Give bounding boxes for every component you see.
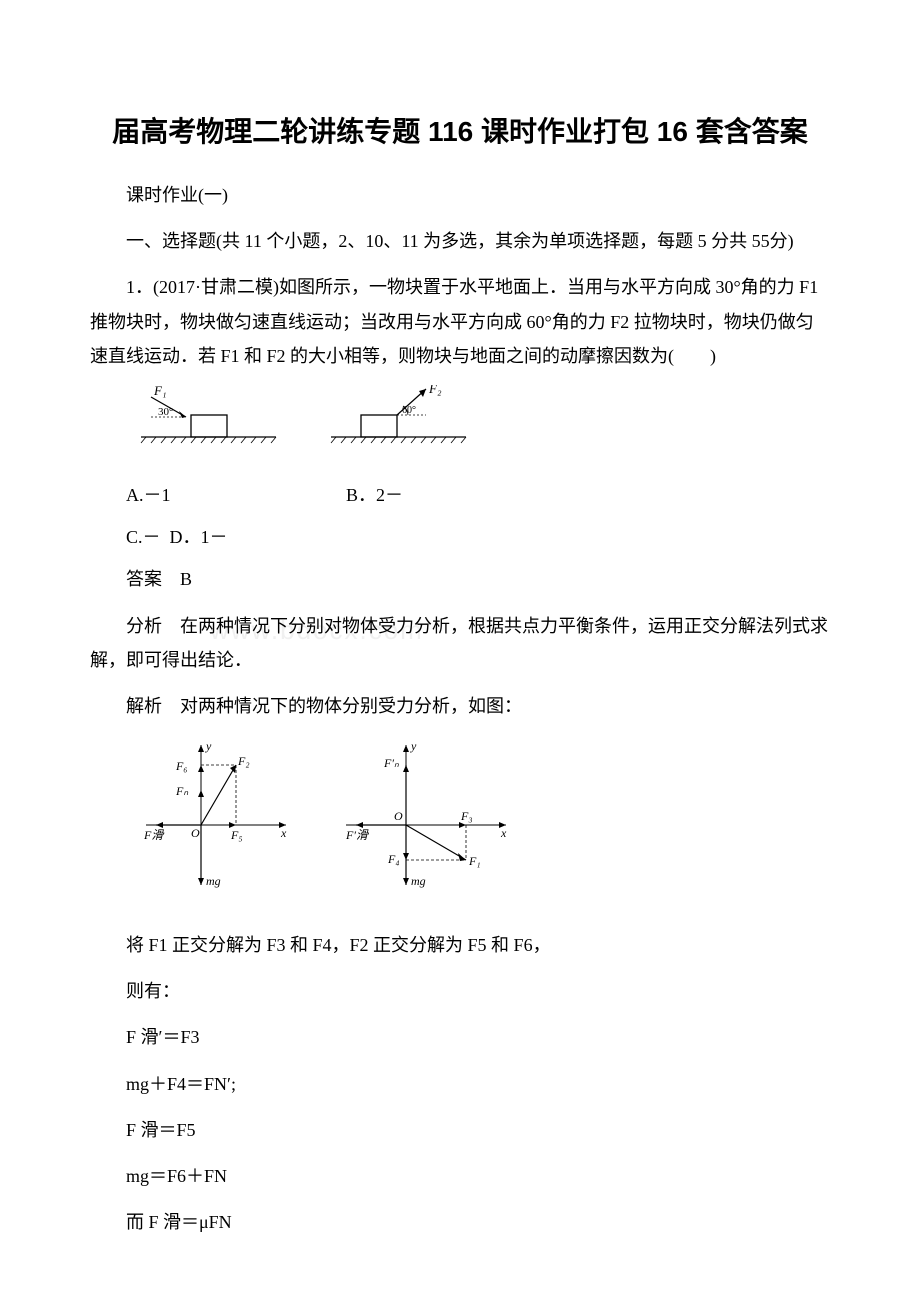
document-title: 届高考物理二轮讲练专题 116 课时作业打包 16 套含答案 [90,110,830,150]
axis-y-label-2: y [410,739,417,753]
solution-line-4: mg＋F4＝FN′; [90,1067,830,1101]
ff-label: F滑 [143,828,165,842]
solution-line-6: mg＝F6＋FN [90,1159,830,1193]
solution-line-1: 将 F1 正交分解为 F3 和 F4，F2 正交分解为 F5 和 F6， [90,928,830,962]
f5-label: F₅ [230,828,243,842]
f6-label: F₆ [175,759,188,773]
f3-label: F₃ [460,809,473,823]
solution-line-3: F 滑′＝F3 [90,1020,830,1054]
option-a: A.－1 [126,478,346,512]
f1-angle: 30° [158,406,173,418]
f1-vec-label: F₁ [468,854,481,868]
ffp-label: F′滑 [345,828,370,842]
option-c: C.－ [126,520,161,554]
figure-2: y x O F₂ F₆ Fₙ F₅ [136,735,830,910]
f2-label: F₂ [428,385,442,396]
mg-label: mg [206,874,221,888]
f4-label: F₄ [387,852,400,866]
section-heading: 一、选择题(共 11 个小题，2、10、11 为多选，其余为单项选择题，每题 5… [90,224,830,258]
f1-label: F₁ [153,385,166,398]
figure-1-pull: F₂ 60° [326,385,476,460]
option-d: D．1－ [170,520,228,554]
axis-y-label: y [205,739,212,753]
figure-1: F₁ 30° F₂ [136,385,830,460]
answer: 答案 B [90,562,830,596]
origin-label-2: O [394,809,403,823]
f2-vec-label: F₂ [237,754,250,768]
analysis: 分析 在两种情况下分别对物体受力分析，根据共点力平衡条件，运用正交分解法列式求解… [90,609,830,677]
fnp-label: F′ₙ [383,756,399,770]
f2-angle: 60° [402,405,416,416]
axis-x-label: x [280,826,287,840]
axis-x-label-2: x [500,826,507,840]
origin-label: O [191,826,200,840]
subtitle: 课时作业(一) [90,178,830,212]
option-b: B．2－ [346,478,403,512]
question-1-stem: 1．(2017·甘肃二模)如图所示，一物块置于水平地面上．当用与水平方向成 30… [90,270,830,373]
solution-line-7: 而 F 滑＝μFN [90,1205,830,1239]
solution-line-2: 则有： [90,974,830,1008]
fn-label: Fₙ [175,784,188,798]
solution-heading: 解析 对两种情况下的物体分别受力分析，如图： [90,689,830,723]
mg-label-2: mg [411,874,426,888]
solution-line-5: F 滑＝F5 [90,1113,830,1147]
figure-1-push: F₁ 30° [136,385,286,460]
